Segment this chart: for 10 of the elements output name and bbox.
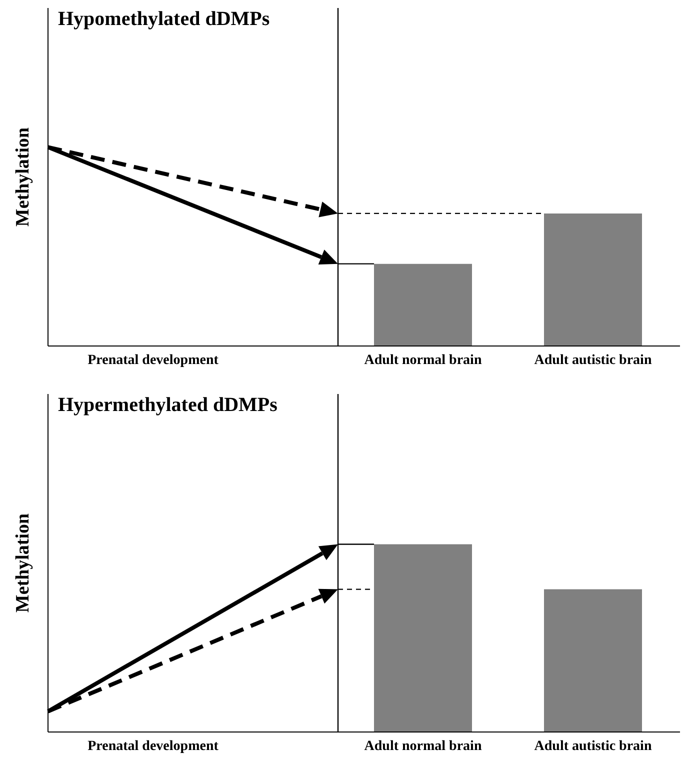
- x-tick-label: Adult autistic brain: [534, 738, 652, 754]
- x-tick-label: Adult normal brain: [364, 738, 482, 754]
- y-axis-title: Methylation: [12, 126, 34, 227]
- x-tick-label: Adult autistic brain: [534, 352, 652, 368]
- chart-title: Hypermethylated dDMPs: [58, 394, 278, 417]
- x-tick-label: Adult normal brain: [364, 352, 482, 368]
- chart-title: Hypomethylated dDMPs: [58, 8, 270, 31]
- x-tick-label: Prenatal development: [88, 352, 219, 368]
- x-tick-label: Prenatal development: [88, 738, 219, 754]
- y-axis-title: Methylation: [12, 512, 34, 613]
